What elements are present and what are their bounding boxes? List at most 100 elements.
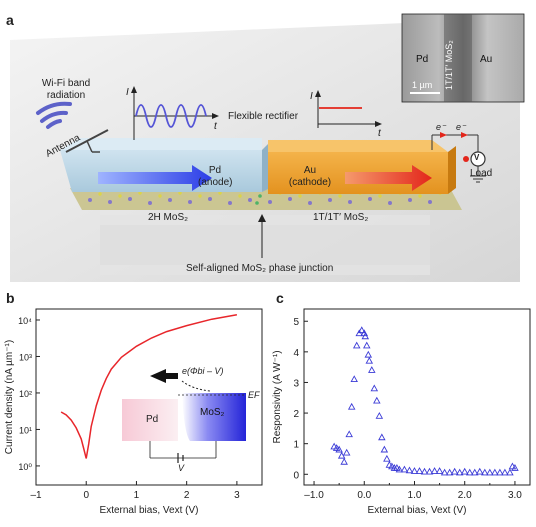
y-axis-label-b: Current density (nA µm⁻¹): [4, 340, 15, 454]
responsivity-point: [352, 341, 361, 349]
responsivity-point: [460, 467, 469, 475]
responsivity-point: [378, 433, 386, 441]
x-tick-label-b: –1: [30, 490, 42, 501]
inset-ef-label: EF: [248, 390, 260, 400]
flexible-rectifier-label: Flexible rectifier: [228, 111, 299, 122]
responsivity-point: [410, 467, 419, 474]
responsivity-point: [373, 396, 381, 404]
inset-pd-label: Pd: [416, 54, 429, 65]
inset-au-label: Au: [480, 54, 493, 65]
responsivity-point: [481, 468, 489, 476]
y-tick-label-c: 2: [293, 409, 299, 420]
sine-axis-i: I: [126, 87, 129, 98]
y-tick-label-b: 10¹: [19, 425, 32, 435]
wifi-label-line1: Wi-Fi band: [41, 78, 91, 89]
inset-mos2-label: 1T/1T′ MoS₂: [444, 40, 454, 90]
responsivity-point: [383, 454, 391, 462]
y-tick-label-b: 10³: [19, 352, 32, 362]
sine-axis-t: t: [214, 121, 217, 132]
electron-label-2: e⁻: [456, 122, 466, 132]
responsivity-point: [415, 467, 424, 474]
pd-label: Pd (anode): [198, 165, 232, 189]
responsivity-point: [395, 465, 404, 473]
responsivity-point: [405, 466, 414, 474]
x-tick-label-c: 3.0: [508, 490, 522, 501]
inset-scalebar-label: 1 µm: [412, 80, 433, 90]
responsivity-point: [476, 467, 484, 475]
responsivity-point: [361, 332, 370, 340]
y-tick-label-c: 5: [293, 317, 299, 328]
responsivity-point: [335, 445, 343, 453]
responsivity-point: [400, 465, 409, 473]
x-tick-label-c: 1.0: [408, 490, 422, 501]
chart-c: –1.0 0.0 1.0 2.0 3.0 0 1 2 3 4 5 External bias, Vex…: [272, 308, 531, 516]
responsivity-point: [370, 384, 379, 392]
rect-axis-t: t: [378, 128, 381, 139]
inset-pd: Pd: [146, 414, 159, 425]
meter-symbol: V: [474, 153, 480, 162]
responsivity-point: [364, 350, 373, 358]
load-label: Load: [470, 168, 493, 179]
y-tick-label-b: 10²: [19, 389, 32, 399]
responsivity-point: [347, 402, 356, 410]
responsivity-point: [380, 445, 389, 453]
rect-axis-i: I: [310, 91, 313, 102]
electron-label-1: e⁻: [436, 122, 446, 132]
y-tick-label-b: 10⁰: [18, 462, 32, 472]
responsivity-point: [435, 467, 444, 474]
responsivity-point: [342, 448, 351, 456]
responsivity-point: [430, 467, 439, 474]
pd-label-role: (anode): [198, 177, 233, 188]
plot-frame-b: [35, 308, 263, 486]
responsivity-point: [425, 467, 434, 475]
panel-c-letter: c: [276, 290, 284, 306]
current-density-line: [60, 313, 238, 459]
chart-b: –1 0 1 2 3 10⁰ 10¹ 10² 10³ 10⁴ External bias, Vext…: [4, 308, 263, 516]
panel-a-illustration: [10, 13, 525, 282]
au-label-role: (cathode): [288, 177, 332, 188]
responsivity-point: [375, 412, 384, 419]
responsivity-point: [440, 468, 449, 476]
inset-mos2: MoS₂: [200, 407, 225, 418]
junction-label: Self-aligned MoS₂ phase junction: [186, 263, 334, 274]
x-axis-label-c: External bias, Vext (V): [368, 505, 467, 516]
responsivity-point: [363, 341, 371, 349]
responsivity-point: [340, 457, 348, 465]
x-tick-label-b: 2: [184, 490, 190, 501]
wifi-label: Wi-Fi band radiation: [36, 78, 96, 102]
responsivity-point: [486, 468, 494, 476]
y-axis-label-c: Responsivity (A W⁻¹): [272, 350, 283, 443]
mos2-2h-label: 2H MoS₂: [148, 212, 189, 223]
responsivity-point: [496, 468, 504, 476]
responsivity-point: [445, 468, 454, 476]
x-axis-label-b: External bias, Vext (V): [100, 505, 199, 516]
panel-b-letter: b: [6, 290, 15, 306]
responsivity-point: [350, 375, 358, 383]
inset-barrier-label: e(Φbi – V): [182, 366, 224, 376]
responsivity-point: [365, 356, 374, 364]
responsivity-point: [420, 467, 429, 475]
responsivity-point: [368, 366, 376, 373]
responsivity-point: [450, 467, 459, 475]
x-tick-label-b: 3: [234, 490, 240, 501]
y-tick-label-c: 0: [293, 470, 299, 481]
y-tick-label-c: 1: [293, 440, 299, 451]
responsivity-point: [357, 326, 366, 334]
x-tick-label-b: 1: [134, 490, 140, 501]
responsivity-point: [345, 430, 353, 438]
x-tick-label-b: 0: [83, 490, 89, 501]
plot-frame-c: [303, 308, 531, 486]
inset-v-label: V: [178, 463, 185, 473]
responsivity-point: [501, 468, 509, 476]
responsivity-point: [511, 464, 519, 471]
responsivity-point: [470, 468, 479, 476]
y-tick-label-b: 10⁴: [18, 316, 32, 326]
x-tick-label-c: 2.0: [458, 490, 472, 501]
responsivity-point: [491, 468, 499, 476]
x-tick-label-c: –1.0: [304, 490, 324, 501]
panel-a-letter: a: [6, 12, 14, 28]
responsivity-point: [506, 468, 514, 476]
pd-label-name: Pd: [208, 165, 222, 176]
x-tick-label-c: 0.0: [357, 490, 371, 501]
mos2-1t-label: 1T/1T′ MoS₂: [313, 212, 369, 223]
